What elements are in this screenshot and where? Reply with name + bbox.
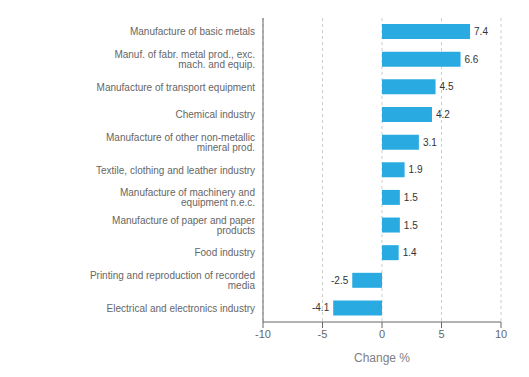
svg-text:Manufacture of paper and paper: Manufacture of paper and paperproducts xyxy=(112,215,256,236)
svg-text:Chemical industry: Chemical industry xyxy=(176,109,255,120)
svg-text:10: 10 xyxy=(495,328,507,340)
svg-text:Textile, clothing and leather: Textile, clothing and leather industry xyxy=(96,165,255,176)
svg-text:4.5: 4.5 xyxy=(440,81,454,92)
svg-text:Manufacture of other non-metal: Manufacture of other non-metallicmineral… xyxy=(106,132,255,153)
svg-text:4.2: 4.2 xyxy=(436,109,450,120)
svg-text:Electrical and electronics ind: Electrical and electronics industry xyxy=(107,303,255,314)
svg-text:Food industry: Food industry xyxy=(194,247,255,258)
svg-text:1.5: 1.5 xyxy=(404,192,418,203)
svg-text:1.9: 1.9 xyxy=(409,164,423,175)
svg-text:5: 5 xyxy=(438,328,444,340)
svg-text:-5: -5 xyxy=(318,328,328,340)
svg-text:Manufacture of basic metals: Manufacture of basic metals xyxy=(130,26,255,37)
svg-text:Change %: Change % xyxy=(354,351,410,365)
svg-text:7.4: 7.4 xyxy=(474,26,488,37)
svg-text:-2.5: -2.5 xyxy=(331,275,349,286)
svg-text:1.5: 1.5 xyxy=(404,220,418,231)
svg-text:3.1: 3.1 xyxy=(423,137,437,148)
svg-text:Manufacture of machinery andeq: Manufacture of machinery andequipment n.… xyxy=(120,187,255,208)
svg-text:6.6: 6.6 xyxy=(465,54,479,65)
svg-text:Printing and reproduction of r: Printing and reproduction of recordedmed… xyxy=(90,270,256,291)
svg-text:-10: -10 xyxy=(255,328,271,340)
svg-text:0: 0 xyxy=(379,328,385,340)
svg-text:-4.1: -4.1 xyxy=(312,302,330,313)
svg-text:1.4: 1.4 xyxy=(403,247,417,258)
svg-text:Manuf. of fabr. metal prod., e: Manuf. of fabr. metal prod., exc.mach. a… xyxy=(114,49,255,70)
svg-text:Manufacture of transport equip: Manufacture of transport equipment xyxy=(97,82,256,93)
